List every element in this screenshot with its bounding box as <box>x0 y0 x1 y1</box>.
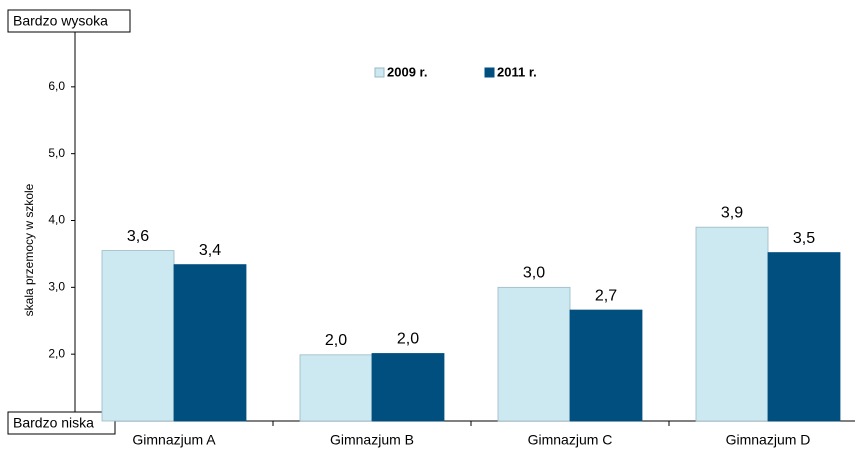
x-tick-label: Gimnazjum C <box>528 432 613 448</box>
value-label: 3,0 <box>523 265 545 282</box>
bar <box>497 286 571 422</box>
legend-swatch <box>484 67 495 78</box>
bar <box>569 309 643 422</box>
y-tick-label: 4,0 <box>48 213 65 227</box>
y-tick-label: 5,0 <box>48 146 65 160</box>
legend-swatch <box>374 67 385 78</box>
bar <box>371 353 445 422</box>
annotation-box <box>7 9 131 33</box>
bar <box>101 250 175 422</box>
value-label: 2,7 <box>595 287 617 304</box>
value-label: 3,9 <box>721 204 743 221</box>
bar <box>695 226 769 422</box>
bar <box>173 264 247 422</box>
value-label: 3,4 <box>199 242 221 259</box>
bar <box>299 354 373 422</box>
legend-label: 2009 r. <box>387 64 428 79</box>
y-tick-label: 6,0 <box>48 79 65 93</box>
annotation: Bardzo wysoka <box>13 13 108 29</box>
value-label: 3,5 <box>793 230 815 247</box>
legend-label: 2011 r. <box>497 64 537 79</box>
bar <box>767 252 841 422</box>
y-axis-label: skala przemocy w szkole <box>22 183 36 316</box>
x-tick-label: Gimnazjum B <box>330 432 414 448</box>
value-label: 2,0 <box>397 331 419 348</box>
x-tick-label: Gimnazjum A <box>132 432 216 448</box>
value-label: 2,0 <box>325 332 347 349</box>
annotation-box <box>7 411 116 435</box>
y-tick-label: 2,0 <box>48 346 65 360</box>
value-label: 3,6 <box>127 228 149 245</box>
annotation: Bardzo niska <box>13 415 94 431</box>
y-tick-label: 3,0 <box>48 280 65 294</box>
x-tick-label: Gimnazjum D <box>726 432 811 448</box>
